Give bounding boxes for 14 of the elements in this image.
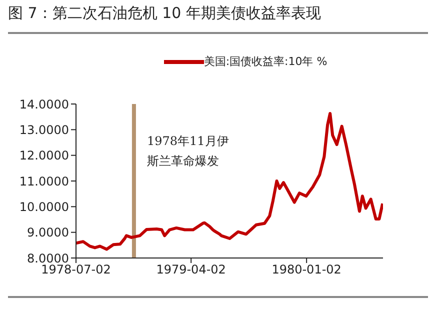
x-tick-label: 1979-04-02 [156,262,226,277]
ref-line-label: 1978年11月伊斯兰革命爆发 [146,134,229,168]
legend-label: 美国:国债收益率:10年 % [204,54,328,69]
y-tick-label: 10.0000 [19,200,69,214]
x-tick-label: 1980-01-02 [272,262,342,277]
y-tick-label: 14.0000 [19,97,69,112]
y-tick-label: 11.0000 [19,174,69,188]
y-tick-label: 8.0000 [27,251,69,266]
y-tick-label: 12.0000 [19,148,69,163]
chart-title: 图 7：第二次石油危机 10 年期美债收益率表现 [8,4,321,23]
y-tick-label: 9.0000 [27,226,69,240]
y-tick-label: 13.0000 [19,122,69,137]
x-tick-label: 1978-07-02 [41,262,111,277]
line-series [76,112,383,251]
